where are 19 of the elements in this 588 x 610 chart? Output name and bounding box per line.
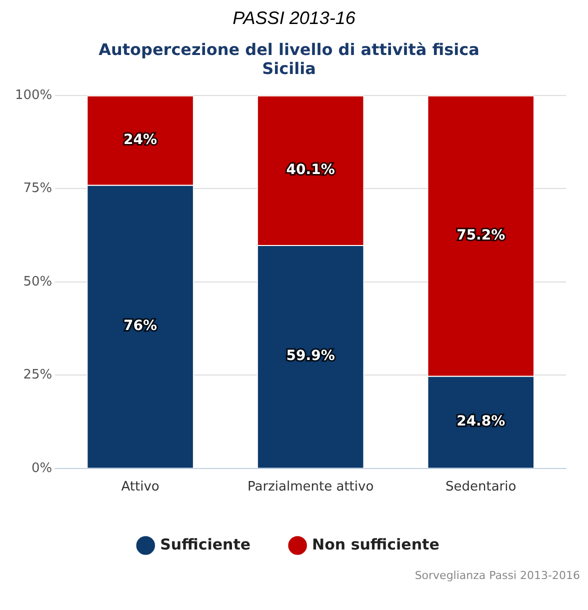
data-label: 59.9% [286,348,335,364]
y-tick-label: 25% [23,368,52,383]
y-tick-label: 100% [14,88,52,103]
y-tick-label: 75% [23,181,52,196]
data-label: 40.1% [286,162,335,178]
chart-title: PASSI 2013-16 [232,8,356,29]
chart-subtitle: Autopercezione del livello di attività fisica Sicilia [98,40,480,78]
legend-label: Sufficiente [160,535,251,554]
x-tick-label: Sedentario [446,480,516,495]
x-tick-label: Parzialmente attivo [248,480,374,495]
y-tick-label: 0% [32,460,52,476]
text: Sorveglianza Passi 2013-2016 [414,569,580,582]
x-tick-label: Attivo [121,480,160,495]
data-label: 75.2% [456,227,506,244]
legend-label: Non sufficiente [312,535,440,554]
data-label: 76% [124,318,158,334]
y-tick-label: 50% [23,274,52,290]
data-label: 24.8% [456,414,506,430]
data-label: 24% [124,132,158,148]
